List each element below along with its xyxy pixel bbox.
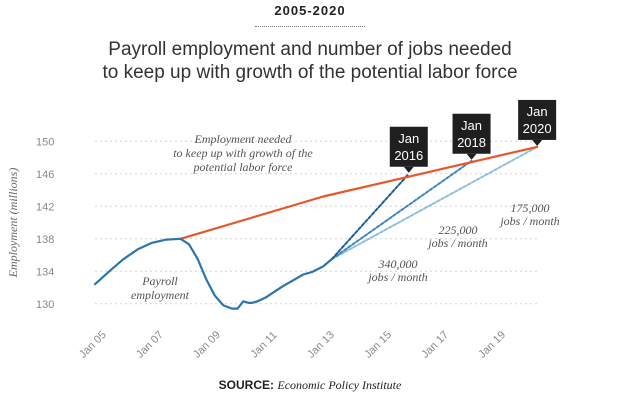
series-line-payroll bbox=[93, 237, 333, 310]
callout-month: Jan bbox=[398, 131, 419, 146]
annotation-payroll: employment bbox=[131, 288, 190, 302]
y-tick-label: 142 bbox=[36, 201, 54, 213]
x-tick-label: Jan 17 bbox=[419, 329, 451, 361]
annotation-path-225: 225,000 bbox=[439, 223, 478, 237]
y-tick-label: 134 bbox=[36, 266, 54, 278]
x-tick-label: Jan 05 bbox=[77, 329, 109, 361]
x-tick-label: Jan 15 bbox=[362, 329, 394, 361]
y-tick-label: 138 bbox=[36, 234, 54, 246]
eyebrow-divider bbox=[255, 26, 365, 27]
callout-year: 2016 bbox=[394, 148, 423, 163]
series-line-path-340 bbox=[330, 172, 410, 261]
y-tick-label: 130 bbox=[36, 299, 54, 311]
annotation-needed: to keep up with growth of the bbox=[173, 146, 313, 160]
callout-box bbox=[518, 99, 557, 140]
x-tick-label: Jan 11 bbox=[248, 329, 279, 360]
series-line-needed bbox=[179, 145, 539, 240]
callout-box bbox=[389, 126, 428, 167]
chart-title-line-1: Payroll employment and number of jobs ne… bbox=[108, 39, 512, 60]
chart-title-line-2: to keep up with growth of the potential … bbox=[102, 62, 518, 83]
source-label: SOURCE: bbox=[218, 378, 275, 392]
annotation-path-340: 340,000 bbox=[378, 257, 418, 271]
source-value: Economic Policy Institute bbox=[277, 378, 402, 392]
source-note: SOURCE: Economic Policy Institute bbox=[0, 378, 620, 393]
annotation-needed: potential labor force bbox=[193, 160, 294, 174]
chart-eyebrow: 2005-2020 bbox=[274, 3, 346, 18]
callout-year: 2018 bbox=[457, 135, 486, 150]
callout-pointer bbox=[403, 166, 414, 173]
y-axis-title: Employment (millions) bbox=[6, 168, 20, 279]
annotation-payroll: Payroll bbox=[141, 274, 178, 288]
series-line-path-225 bbox=[330, 159, 473, 261]
annotation-needed: Employment needed bbox=[194, 132, 293, 146]
series-line-path-175 bbox=[330, 145, 539, 261]
callout-month: Jan bbox=[527, 104, 548, 119]
x-tick-label: Jan 09 bbox=[191, 329, 223, 361]
annotation-path-225: jobs / month bbox=[426, 236, 487, 250]
y-tick-label: 150 bbox=[36, 136, 54, 148]
callout-month: Jan bbox=[461, 118, 482, 133]
annotation-path-340: jobs / month bbox=[366, 270, 427, 284]
x-tick-label: Jan 19 bbox=[476, 329, 508, 361]
x-tick-label: Jan 07 bbox=[134, 329, 166, 361]
y-tick-label: 146 bbox=[36, 169, 54, 181]
chart-title: Payroll employment and number of jobs ne… bbox=[0, 38, 620, 84]
annotation-path-175: 175,000 bbox=[511, 201, 550, 215]
annotation-path-175: jobs / month bbox=[498, 214, 559, 228]
callout-box bbox=[452, 113, 491, 154]
callout-pointer bbox=[532, 139, 543, 146]
callout-year: 2020 bbox=[523, 121, 552, 136]
callout-pointer bbox=[466, 153, 477, 160]
x-tick-label: Jan 13 bbox=[305, 329, 337, 361]
